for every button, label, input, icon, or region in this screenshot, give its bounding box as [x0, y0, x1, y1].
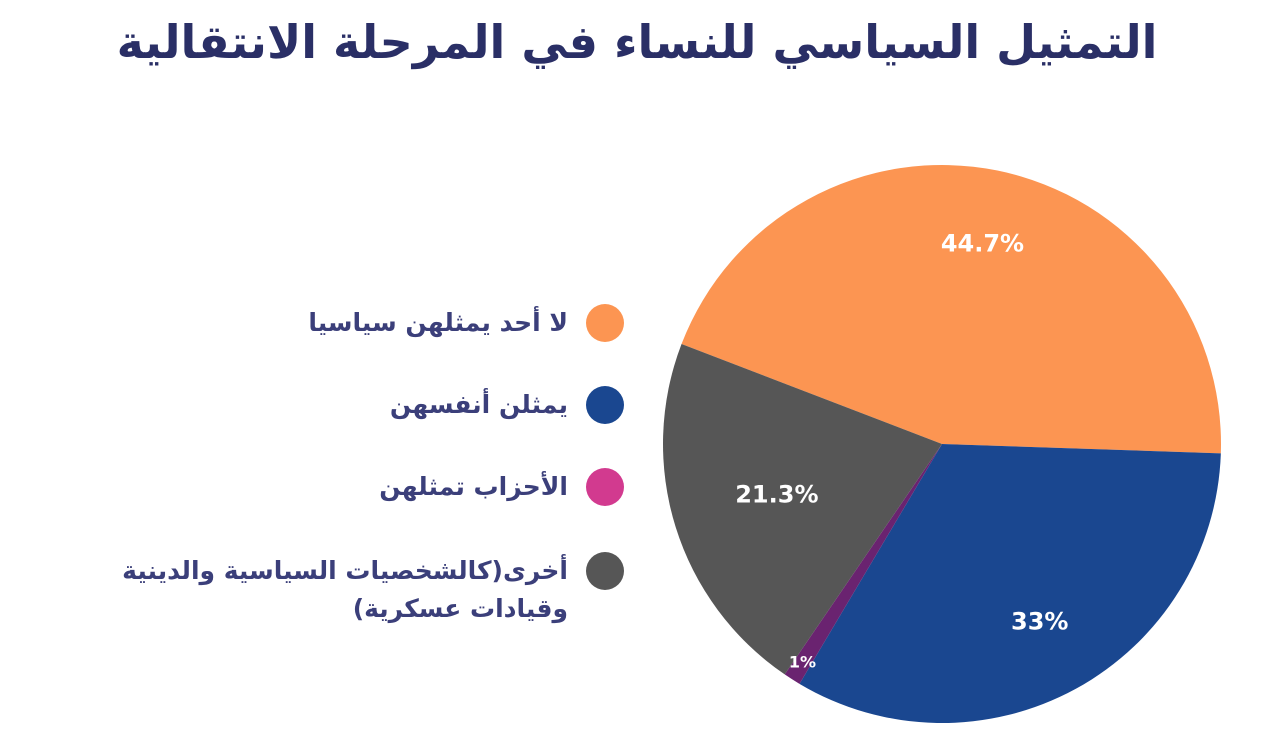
legend-label-other: أخرى(كالشخصيات السياسية والدينية وقيادات… [122, 556, 568, 623]
legend-dot-parties [586, 468, 624, 506]
pie-slice-themselves [799, 444, 1221, 724]
legend-item-other: أخرى(كالشخصيات السياسية والدينية وقيادات… [68, 552, 624, 628]
legend-item-nobody: لا أحد يمثلهن سياسيا [308, 304, 624, 342]
pie-slice-other [663, 344, 942, 675]
slice-label-parties: 1% [789, 652, 816, 671]
legend-dot-nobody [586, 304, 624, 342]
legend-label-nobody: لا أحد يمثلهن سياسيا [308, 308, 568, 337]
legend-label-themselves: يمثلن أنفسهن [389, 390, 568, 419]
chart-title: التمثيل السياسي للنساء في المرحلة الانتق… [116, 15, 1158, 69]
pie-slice-nobody [681, 164, 1222, 454]
legend-label-parties: الأحزاب تمثلهن [379, 472, 568, 501]
slice-label-other: 21.3% [735, 481, 818, 509]
legend-dot-themselves [586, 386, 624, 424]
pie-slice-parties [784, 444, 942, 684]
slice-label-nobody: 44.7% [941, 229, 1024, 257]
slice-label-themselves: 33% [1011, 608, 1068, 636]
legend-dot-other [586, 552, 624, 590]
legend-item-parties: الأحزاب تمثلهن [379, 468, 624, 506]
legend-item-themselves: يمثلن أنفسهن [390, 386, 624, 424]
